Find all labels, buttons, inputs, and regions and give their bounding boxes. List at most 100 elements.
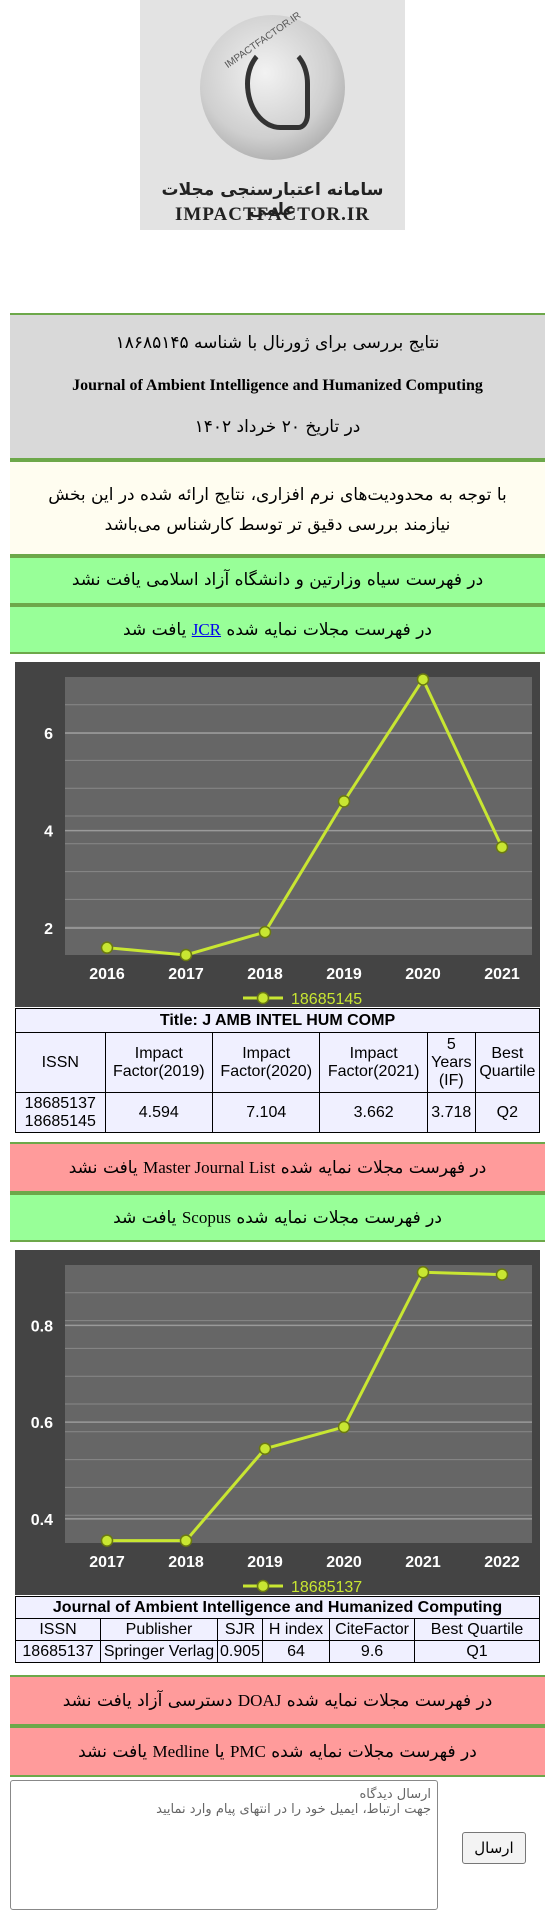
doaj-suffix: دسترسی آزاد یافت نشد — [62, 1691, 233, 1711]
legend-marker — [256, 991, 270, 1005]
jcr-issn-2: 18685145 — [24, 1112, 96, 1130]
notice-text: با توجه به محدودیت‌های نرم افزاری، نتایج… — [48, 485, 507, 535]
jcr-cell-5year: 3.718 — [426, 1092, 476, 1133]
blacklist-status: در فهرست سیاه وزارتین و دانشگاه آزاد اسل… — [10, 556, 545, 605]
pmc-status: در فهرست مجلات نمایه شده PMC یا Medline … — [10, 1726, 545, 1777]
scopus-header-citefactor: CiteFactor — [329, 1618, 416, 1641]
doaj-prefix: در فهرست مجلات نمایه شده — [286, 1691, 493, 1711]
doaj-name: DOAJ — [237, 1691, 282, 1710]
scopus-name: Scopus — [181, 1208, 231, 1227]
jcr-table-title: Title: J AMB INTEL HUM COMP — [15, 1008, 540, 1033]
y-tick-label: 0.8 — [31, 1318, 53, 1335]
scopus-cell-issn: 18685137 — [15, 1640, 101, 1663]
sjr-chart-svg: 0.4 0.6 0.8 2017 2018 2019 2020 2021 2022 1868513… — [31, 1265, 532, 1595]
x-tick-label: 2017 — [89, 1554, 125, 1571]
comment-placeholder-2: جهت ارتباط، ایمیل خود را در انتهای پیام … — [156, 1802, 431, 1817]
jcr-header-quartile: Best Quartile — [474, 1032, 541, 1093]
jcr-cell-if2020: 7.104 — [211, 1092, 321, 1133]
comment-textarea[interactable]: ارسال دیدگاه جهت ارتباط، ایمیل خود را در… — [10, 1780, 438, 1910]
series-line — [107, 1270, 503, 1543]
blacklist-text: در فهرست سیاه وزارتین و دانشگاه آزاد اسل… — [71, 570, 484, 590]
x-tick-label: 2020 — [326, 1554, 362, 1571]
y-tick-label: 0.6 — [31, 1415, 53, 1432]
pmc-prefix: در فهرست مجلات نمایه شده — [271, 1742, 477, 1762]
mjl-name: Master Journal List — [143, 1158, 276, 1177]
logo-english-text: IMPACTFACTOR.IR — [175, 204, 370, 225]
data-point — [337, 1420, 351, 1434]
logo-emblem: IMPACTFACTOR.IR — [200, 10, 345, 160]
jcr-cell-if2021: 3.662 — [319, 1092, 428, 1133]
x-tick-label: 2016 — [89, 966, 125, 983]
y-tick-label: 6 — [44, 726, 53, 743]
jcr-header-5year: 5 Years (IF) — [426, 1032, 476, 1093]
scopus-header-issn: ISSN — [15, 1618, 101, 1641]
series-line — [106, 676, 504, 957]
scopus-header-publisher: Publisher — [100, 1618, 218, 1641]
x-tick-label: 2021 — [484, 966, 520, 983]
x-tick-label: 2021 — [405, 1554, 441, 1571]
y-tick-label: 4 — [44, 824, 53, 841]
scopus-table: Journal of Ambient Intelligence and Huma… — [15, 1596, 540, 1663]
jcr-header-if2020: Impact Factor(2020) — [211, 1032, 321, 1093]
x-tick-label: 2022 — [484, 1554, 520, 1571]
x-tick-label: 2017 — [168, 966, 204, 983]
scopus-table-title: Journal of Ambient Intelligence and Huma… — [15, 1596, 540, 1619]
x-tick-label: 2018 — [168, 1554, 204, 1571]
x-tick-label: 2019 — [326, 966, 362, 983]
legend-label: 18685145 — [291, 991, 362, 1007]
result-header: نتایج بررسی برای ژورنال با شناسه ۱۸۶۸۵۱۴… — [10, 313, 545, 460]
data-point — [258, 1442, 272, 1455]
x-tick-label: 2019 — [247, 1554, 283, 1571]
header-journal-name: Journal of Ambient Intelligence and Huma… — [72, 377, 483, 394]
scopus-cell-hindex: 64 — [262, 1640, 331, 1663]
header-journal-id: نتایج بررسی برای ژورنال با شناسه ۱۸۶۸۵۱۴… — [115, 333, 440, 353]
pmc-name: PMC — [229, 1742, 266, 1761]
scopus-cell-sjr: 0.905 — [216, 1640, 264, 1663]
y-tick-label: 2 — [44, 921, 53, 938]
data-point — [337, 795, 351, 808]
sjr-chart: 0.4 0.6 0.8 2017 2018 2019 2020 2021 2022 1868513… — [15, 1250, 540, 1595]
jcr-link[interactable]: JCR — [191, 620, 222, 639]
data-point — [416, 673, 430, 686]
jcr-header-if2019: Impact Factor(2019) — [104, 1032, 214, 1093]
x-tick-label: 2020 — [405, 966, 441, 983]
jcr-header-if2021: Impact Factor(2021) — [319, 1032, 428, 1093]
data-point — [100, 941, 114, 954]
y-tick-label: 0.4 — [31, 1512, 53, 1529]
medline-name: Medline — [152, 1742, 210, 1761]
data-point — [179, 948, 193, 962]
jcr-suffix: یافت شد — [123, 620, 187, 640]
impact-factor-chart-svg: 2 4 6 2016 2017 2018 2019 2020 2021 18685145 — [44, 673, 532, 1007]
scopus-header-hindex: H index — [262, 1618, 331, 1641]
pmc-suffix: یافت نشد — [78, 1742, 148, 1762]
scopus-cell-citefactor: 9.6 — [329, 1640, 416, 1663]
jcr-prefix: در فهرست مجلات نمایه شده — [226, 620, 432, 640]
mjl-suffix: یافت نشد — [68, 1158, 138, 1178]
jcr-cell-if2019: 4.594 — [104, 1092, 214, 1133]
scopus-cell-quartile: Q1 — [414, 1640, 540, 1663]
pmc-mid: یا — [214, 1742, 225, 1762]
jcr-status: در فهرست مجلات نمایه شده JCR یافت شد — [10, 605, 545, 654]
scopus-suffix: یافت شد — [113, 1208, 177, 1228]
scopus-header-sjr: SJR — [216, 1618, 264, 1641]
table-row: 18685137 18685145 4.594 7.104 3.662 3.718… — [15, 1092, 541, 1133]
header-date: در تاریخ ۲۰ خرداد ۱۴۰۲ — [194, 417, 361, 437]
jcr-table: Title: J AMB INTEL HUM COMP ISSN Impact … — [15, 1008, 541, 1133]
data-point — [258, 925, 272, 939]
table-row: 18685137 Springer Verlag 0.905 64 9.6 Q1 — [15, 1640, 540, 1663]
data-point — [100, 1534, 114, 1547]
scopus-status: در فهرست مجلات نمایه شده Scopus یافت شد — [10, 1193, 545, 1242]
impact-factor-chart: 2 4 6 2016 2017 2018 2019 2020 2021 18685145 — [15, 662, 540, 1007]
site-logo[interactable]: IMPACTFACTOR.IR سامانه اعتبارسنجی مجلات … — [140, 0, 405, 230]
data-point — [179, 1534, 193, 1547]
data-point — [495, 1268, 509, 1281]
jcr-header-issn: ISSN — [15, 1032, 106, 1093]
send-button[interactable]: ارسال — [462, 1832, 526, 1864]
data-point — [416, 1266, 430, 1279]
scopus-cell-publisher: Springer Verlag — [100, 1640, 218, 1663]
jcr-issn-1: 18685137 — [24, 1094, 96, 1112]
comment-placeholder-1: ارسال دیدگاه — [359, 1787, 431, 1802]
mjl-prefix: در فهرست مجلات نمایه شده — [280, 1158, 487, 1178]
data-point — [495, 840, 509, 854]
mjl-status: در فهرست مجلات نمایه شده Master Journal … — [10, 1142, 545, 1193]
